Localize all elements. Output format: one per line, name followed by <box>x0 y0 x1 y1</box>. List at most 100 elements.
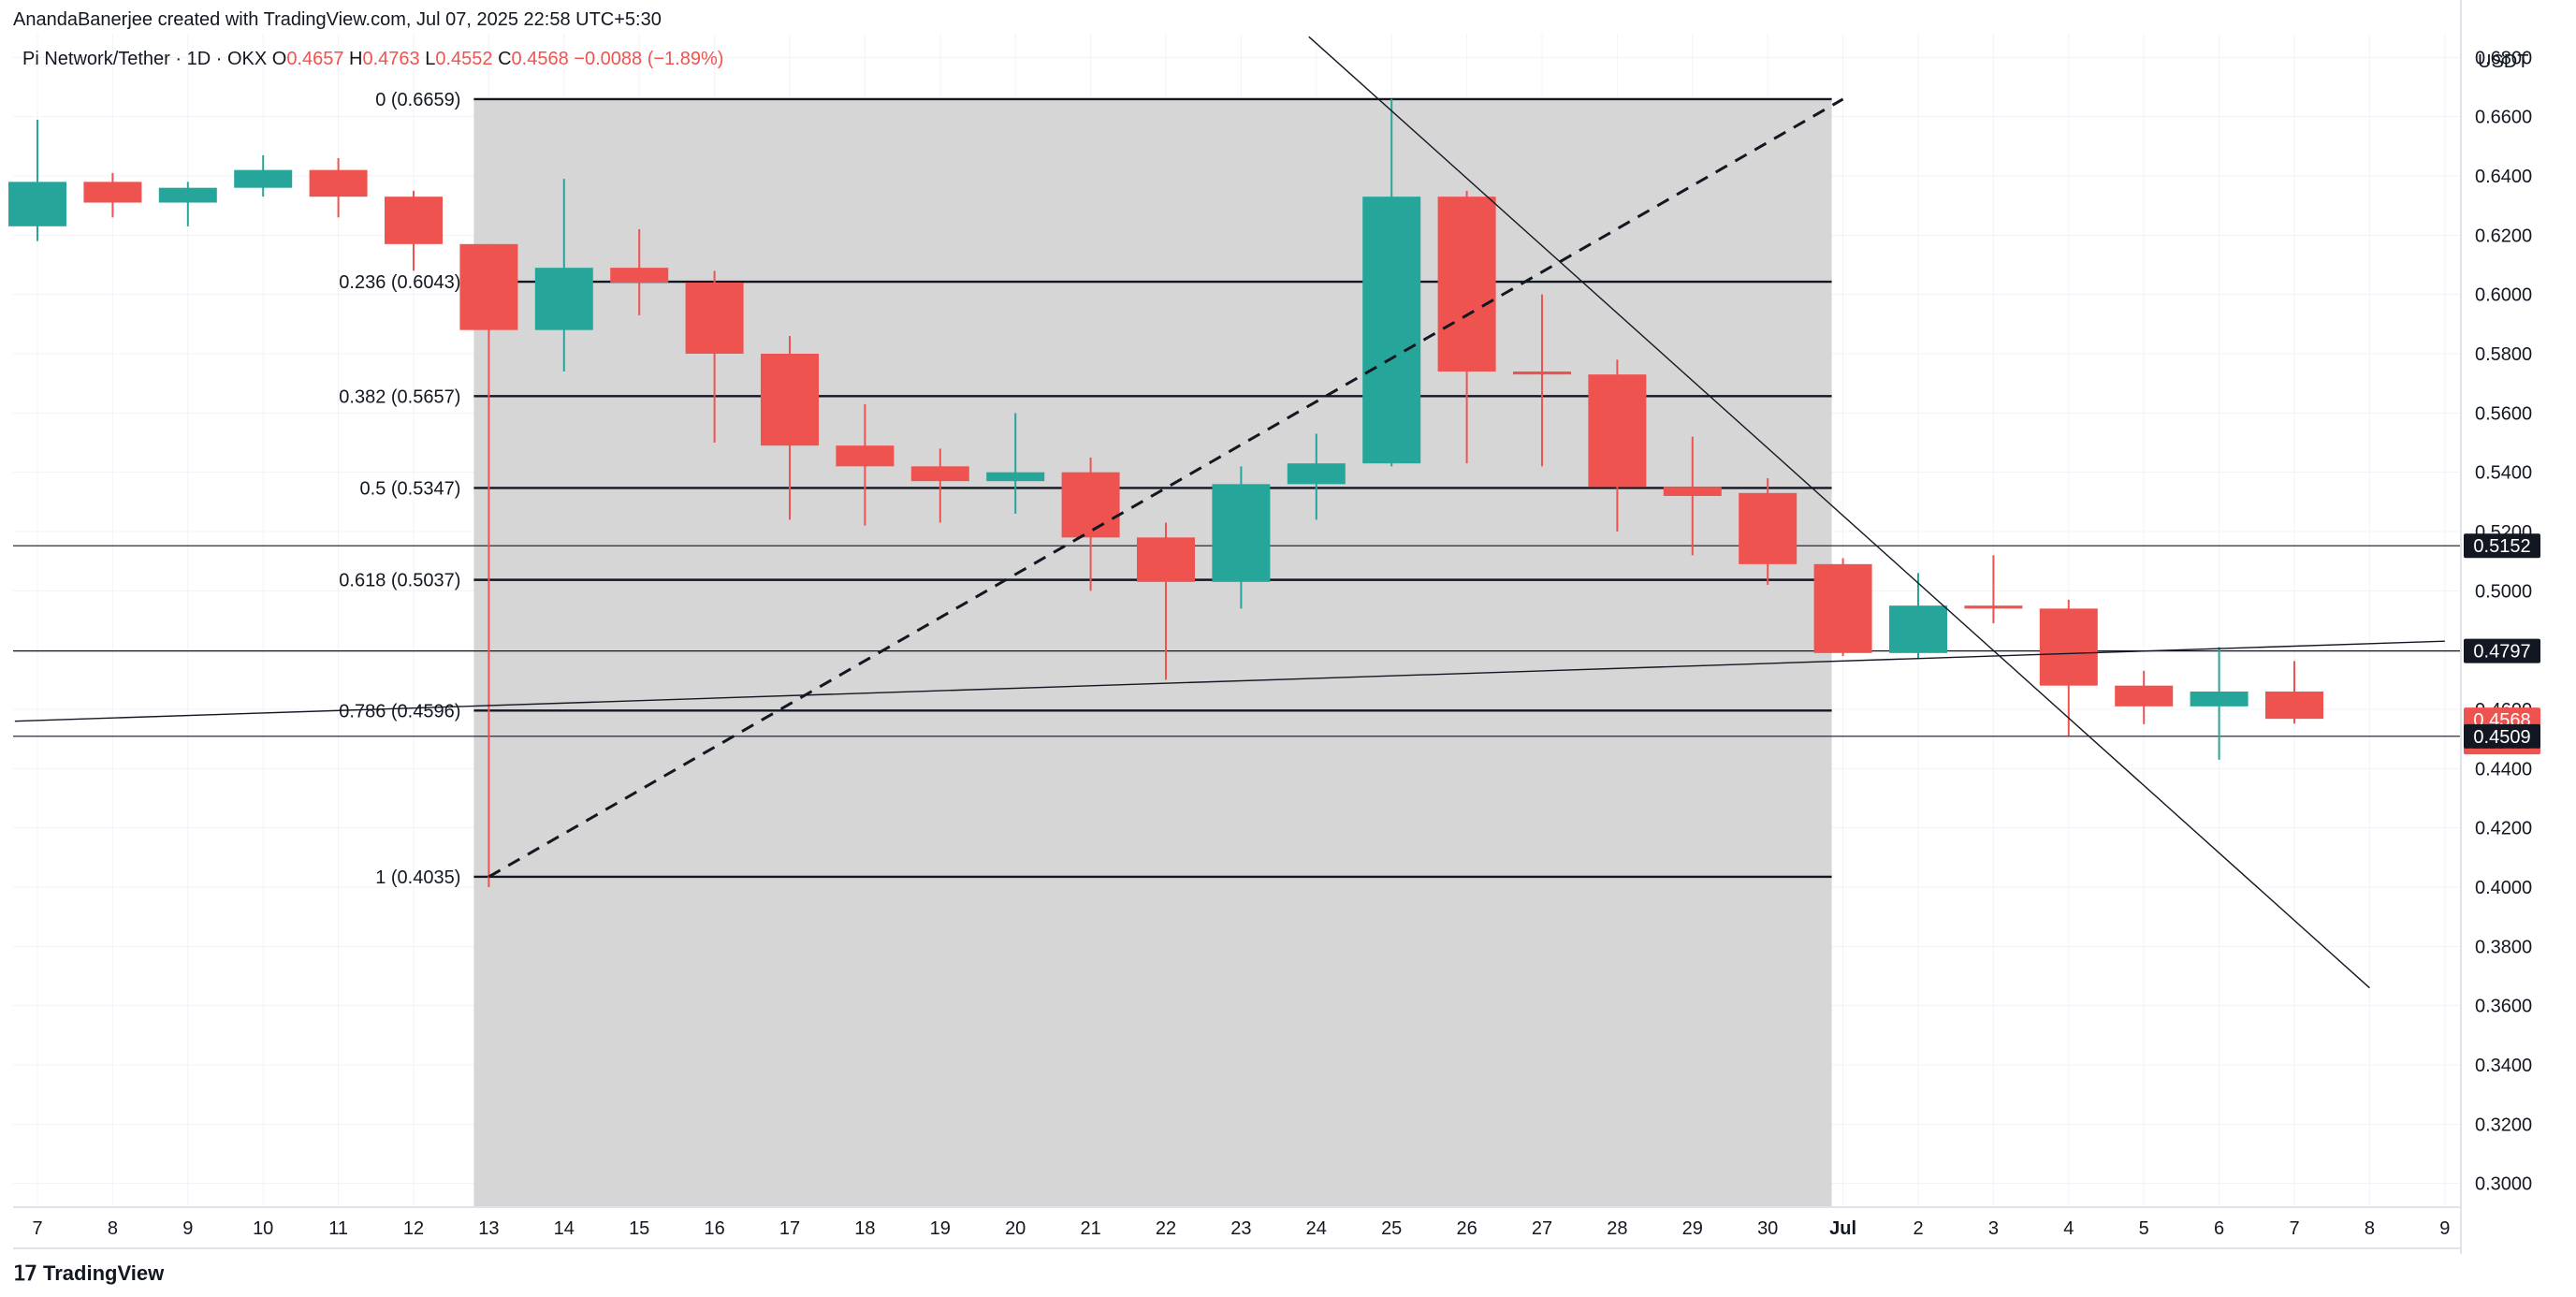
candle-down[interactable] <box>83 182 142 203</box>
price-axis-tick: 0.5000 <box>2475 581 2532 602</box>
tradingview-brand-text: TradingView <box>43 1261 165 1285</box>
tradingview-logo[interactable]: 𝟣𝟩 TradingView <box>13 1261 164 1286</box>
candle-up[interactable] <box>1889 605 1947 653</box>
trendline[interactable] <box>1308 36 2370 989</box>
time-axis-tick: 7 <box>32 1218 42 1239</box>
candle-down[interactable] <box>685 283 744 354</box>
candle-up[interactable] <box>1362 197 1421 464</box>
time-axis-tick: 18 <box>854 1218 875 1239</box>
fib-level-label: 0.382 (0.5657) <box>339 386 460 407</box>
time-axis-tick: 7 <box>2289 1218 2299 1239</box>
candle-up[interactable] <box>986 472 1045 482</box>
price-axis-tick: 0.3200 <box>2475 1115 2532 1135</box>
candle-down[interactable] <box>385 197 443 244</box>
candle-down[interactable] <box>2039 608 2098 686</box>
fib-level-label: 0.618 (0.5037) <box>339 571 460 591</box>
creator-attribution: AnandaBanerjee created with TradingView.… <box>13 9 662 30</box>
price-axis-tick: 0.3400 <box>2475 1056 2532 1076</box>
candle-up[interactable] <box>8 182 66 226</box>
price-badge-label: 0.4509 <box>2473 727 2530 748</box>
price-axis-tick: 0.4200 <box>2475 819 2532 839</box>
time-axis-tick: 8 <box>2365 1218 2375 1239</box>
price-axis-tick: 0.6800 <box>2475 48 2532 68</box>
candle-down[interactable] <box>761 354 819 446</box>
tradingview-mark-icon: 𝟣𝟩 <box>13 1261 37 1285</box>
ohlc-open-label: O <box>271 49 287 69</box>
price-axis-tick: 0.3600 <box>2475 997 2532 1017</box>
candle-down[interactable] <box>836 445 895 467</box>
symbol-legend[interactable]: Pi Network/Tether · 1D · OKX O0.4657 H 0.… <box>22 49 723 70</box>
candle-up[interactable] <box>1212 484 1271 582</box>
time-axis-tick: 9 <box>182 1218 193 1239</box>
candle-down[interactable] <box>1137 537 1195 582</box>
candle-down[interactable] <box>2265 692 2323 720</box>
ohlc-open-value: 0.4657 <box>286 49 344 69</box>
candle-down[interactable] <box>459 243 518 330</box>
candle-down[interactable] <box>1061 472 1120 538</box>
time-axis-tick: 22 <box>1156 1218 1176 1239</box>
candle-up[interactable] <box>1287 463 1346 485</box>
price-axis-tick: 0.5400 <box>2475 463 2532 484</box>
price-badge[interactable] <box>2464 533 2540 559</box>
time-axis-tick: 3 <box>1988 1218 1999 1239</box>
symbol-name: Pi Network/Tether · 1D · OKX <box>22 49 268 69</box>
time-axis-tick: 13 <box>478 1218 499 1239</box>
ohlc-low-value: 0.4552 <box>435 49 493 69</box>
candle-down[interactable] <box>1739 492 1797 564</box>
time-axis-tick: 29 <box>1682 1218 1703 1239</box>
price-axis-tick: 0.6600 <box>2475 108 2532 128</box>
candle-down[interactable] <box>910 466 969 482</box>
candle-up[interactable] <box>158 187 217 203</box>
candle-down[interactable] <box>1513 372 1571 375</box>
time-axis-tick: 21 <box>1080 1218 1100 1239</box>
time-axis-tick: 4 <box>2063 1218 2074 1239</box>
time-axis-tick: 5 <box>2139 1218 2149 1239</box>
price-axis-tick: 0.5600 <box>2475 403 2532 424</box>
price-badge[interactable] <box>2464 638 2540 663</box>
candle-up[interactable] <box>534 268 593 330</box>
time-axis-tick: 2 <box>1913 1218 1923 1239</box>
fib-level-label: 0.786 (0.4596) <box>339 701 460 721</box>
price-axis-tick: 0.5800 <box>2475 344 2532 365</box>
ohlc-change: −0.0088 (−1.89%) <box>574 49 724 69</box>
time-axis-tick: 25 <box>1381 1218 1402 1239</box>
price-axis-tick: 0.4400 <box>2475 759 2532 780</box>
price-axis-currency: USDT <box>2478 51 2528 72</box>
time-axis-tick: 26 <box>1456 1218 1477 1239</box>
candle-down[interactable] <box>1437 197 1496 372</box>
time-axis-tick: 10 <box>253 1218 273 1239</box>
price-badge[interactable] <box>2464 723 2540 749</box>
ohlc-close-value: 0.4568 <box>511 49 569 69</box>
candle-down[interactable] <box>1663 487 1722 497</box>
candle-down[interactable] <box>2115 685 2174 707</box>
candle-down[interactable] <box>309 169 368 197</box>
price-axis-tick: 0.3000 <box>2475 1174 2532 1195</box>
time-axis-tick: 27 <box>1532 1218 1552 1239</box>
candle-down[interactable] <box>1588 374 1647 488</box>
time-axis-tick: 17 <box>779 1218 800 1239</box>
candle-up[interactable] <box>2190 692 2249 707</box>
price-axis-tick: 0.6400 <box>2475 167 2532 187</box>
ohlc-low-label: L <box>425 49 436 69</box>
ohlc-high-label: H <box>349 49 363 69</box>
time-axis-tick: 15 <box>629 1218 649 1239</box>
time-axis-tick: Jul <box>1829 1218 1856 1239</box>
time-axis-tick: 24 <box>1306 1218 1327 1239</box>
time-axis-tick: 23 <box>1230 1218 1251 1239</box>
time-axis-tick: 11 <box>328 1218 348 1239</box>
trendline[interactable] <box>14 640 2445 722</box>
price-axis-tick: 0.6200 <box>2475 226 2532 246</box>
time-axis-tick: 9 <box>2439 1218 2450 1239</box>
fib-level-label: 0.5 (0.5347) <box>360 478 461 499</box>
candle-down[interactable] <box>610 268 669 283</box>
fib-level-label: 1 (0.4035) <box>375 867 460 888</box>
time-axis-tick: 20 <box>1005 1218 1026 1239</box>
ohlc-close-label: C <box>498 49 512 69</box>
fib-zone <box>473 98 1832 1208</box>
candle-down[interactable] <box>1964 605 2023 609</box>
candle-up[interactable] <box>234 169 293 188</box>
fib-level-label: 0 (0.6659) <box>375 90 460 110</box>
candle-down[interactable] <box>1813 563 1872 653</box>
price-badge-label: 0.5152 <box>2473 536 2530 557</box>
